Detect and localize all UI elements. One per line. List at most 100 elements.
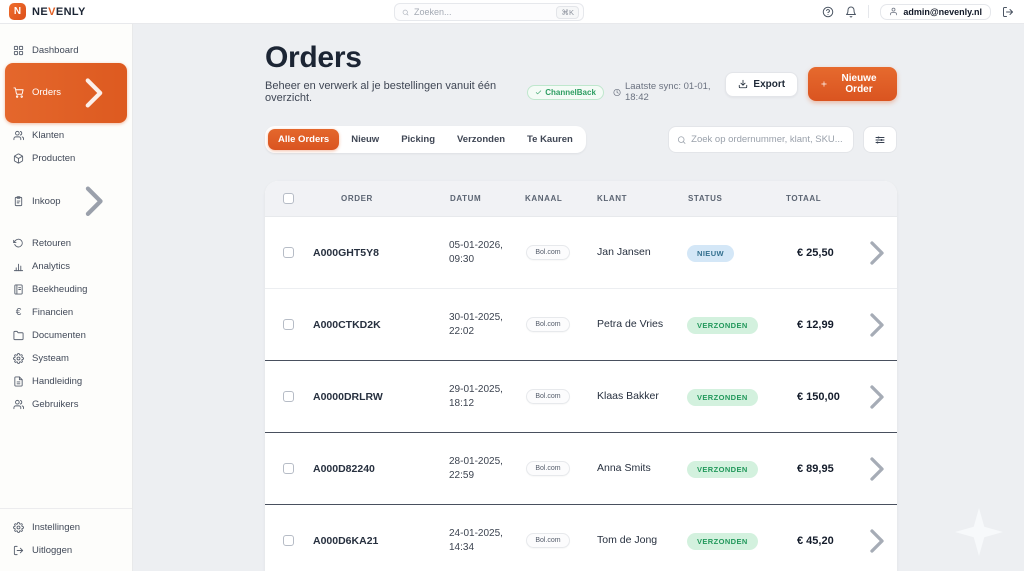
help-icon[interactable] [822,6,834,18]
chevron-right-icon [69,68,119,118]
brand-name-post: ENLY [55,5,86,18]
chevron-right-icon[interactable] [857,449,897,489]
table-row[interactable]: A000D82240 28-01-2025, 22:59 Bol.com Anna S… [265,433,897,505]
order-total: € 12,99 [797,318,834,331]
sidebar-item-producten[interactable]: Producten [5,148,127,169]
channel-badge: Bol.com [526,389,570,404]
order-date: 28-01-2025, 22:59 [425,455,513,483]
page-title: Orders [265,41,362,74]
order-date-value: 28-01-2025, 22:59 [449,455,503,481]
sidebar-item-label: Beekheuding [32,284,88,296]
chevron-right-icon[interactable] [857,305,897,345]
new-order-button[interactable]: Nieuwe Order [808,67,897,101]
column-header-datum: DATUM [450,194,482,203]
grid-icon [13,45,24,56]
sidebar-item-handleiding[interactable]: Handleiding [5,371,127,392]
chevron-right-icon[interactable] [857,377,897,417]
tab-nieuw[interactable]: Nieuw [341,129,389,150]
channel-badge: Bol.com [526,245,570,260]
row-checkbox[interactable] [282,463,294,474]
sidebar-item-dashboard[interactable]: Dashboard [5,40,127,61]
sidebar-item-gebruikers[interactable]: Gebruikers [5,394,127,415]
tab-te-kauren[interactable]: Te Kauren [517,129,583,150]
topbar-right: admin@nevenly.nl [822,3,1024,20]
global-search[interactable]: ⌘K [394,3,584,21]
page-head: Orders Beheer en verwerk al je bestellin… [265,41,897,104]
sidebar-item-label: Analytics [32,261,71,273]
sidebar-item-label: Instellingen [32,522,81,533]
order-number: A000GHT5Y8 [313,246,379,259]
chevron-right-icon[interactable] [857,521,897,561]
sidebar-item-label: Handleiding [32,376,83,388]
row-checkbox[interactable] [282,535,294,546]
table-row[interactable]: A000CTKD2K 30-01-2025, 22:02 Bol.com Petra … [265,289,897,361]
row-checkbox[interactable] [282,247,294,258]
sidebar-item-financien[interactable]: € Financien [5,302,127,323]
brand-name-pre: NE [32,5,49,18]
tab-verzonden[interactable]: Verzonden [447,129,515,150]
export-button-label: Export [753,78,786,90]
search-icon [677,135,686,145]
export-button[interactable]: Export [725,71,799,97]
check-circle-icon [535,89,542,96]
page-subtitle-row: Beheer en verwerk al je bestellingen van… [265,80,725,104]
search-shortcut-badge: ⌘K [556,5,579,19]
status-badge: VERZONDEN [687,389,758,406]
table-search-input[interactable] [691,134,845,145]
sliders-icon [874,134,886,146]
filter-button[interactable] [863,126,897,153]
users-icon [13,130,24,141]
order-number: A000D82240 [313,462,375,475]
sidebar-item-uitloggen[interactable]: Uitloggen [5,540,127,561]
tab-picking[interactable]: Picking [391,129,445,150]
order-channel: Bol.com [513,533,583,548]
sidebar-item-label: Gebruikers [32,399,79,411]
last-sync: Laatste sync: 01-01, 18:42 [613,81,726,103]
gear-icon [13,353,24,365]
sidebar-item-orders[interactable]: Orders [5,63,127,123]
table-row[interactable]: A0000DRLRW 29-01-2025, 18:12 Bol.com Klaas … [265,361,897,433]
box-icon [13,153,24,164]
sidebar-item-instellingen[interactable]: Instellingen [5,517,127,538]
sidebar-item-documenten[interactable]: Documenten [5,325,127,346]
customer-name: Klaas Bakker [583,389,685,404]
chart-icon [13,261,24,272]
euro-icon: € [15,306,22,318]
order-status: VERZONDEN [685,315,781,334]
user-account-pill[interactable]: admin@nevenly.nl [880,3,991,20]
sidebar-item-beekheuding[interactable]: Beekheuding [5,279,127,300]
table-row[interactable]: A000D6KA21 24-01-2025, 14:34 Bol.com Tom de… [265,505,897,571]
chevron-right-icon[interactable] [857,233,897,273]
sidebar-item-retouren[interactable]: Retouren [5,233,127,254]
tab-alle-orders[interactable]: Alle Orders [268,129,340,150]
integration-badge: ChannelBack [527,84,604,100]
new-order-button-label: Nieuwe Order [841,73,877,95]
row-checkbox[interactable] [282,319,294,330]
bell-icon[interactable] [845,6,857,18]
search-icon [402,8,409,17]
select-all-checkbox[interactable] [282,193,294,204]
logout-icon[interactable] [1002,6,1014,18]
row-checkbox[interactable] [282,391,294,402]
toolbar: Alle Orders Nieuw Picking Verzonden Te Kaure… [265,126,897,153]
chevron-right-icon [69,176,119,226]
table-search[interactable] [668,126,854,153]
column-header-order: ORDER [341,194,373,203]
table-row[interactable]: A000GHT5Y8 05-01-2026, 09:30 Bol.com Jan Ja… [265,217,897,289]
sidebar-item-analytics[interactable]: Analytics [5,256,127,277]
order-channel: Bol.com [513,245,583,260]
order-date-value: 29-01-2025, 18:12 [449,383,503,409]
channel-badge: Bol.com [526,317,570,332]
last-sync-label: Laatste sync: 01-01, 18:42 [624,81,711,103]
status-badge: VERZONDEN [687,461,758,478]
cart-icon [13,87,24,99]
global-search-input[interactable] [413,7,552,17]
customer-name-value: Klaas Bakker [597,389,659,402]
sidebar-item-inkoop[interactable]: Inkoop [5,171,127,231]
sidebar: Dashboard Orders Klanten Producten Inkoop Ret… [0,24,133,571]
sidebar-item-systeam[interactable]: Systeam [5,348,127,369]
sidebar-item-klanten[interactable]: Klanten [5,125,127,146]
sidebar-item-label: Financien [32,307,74,319]
customer-name: Anna Smits [583,461,685,476]
brand[interactable]: N NEVENLY [0,3,133,20]
